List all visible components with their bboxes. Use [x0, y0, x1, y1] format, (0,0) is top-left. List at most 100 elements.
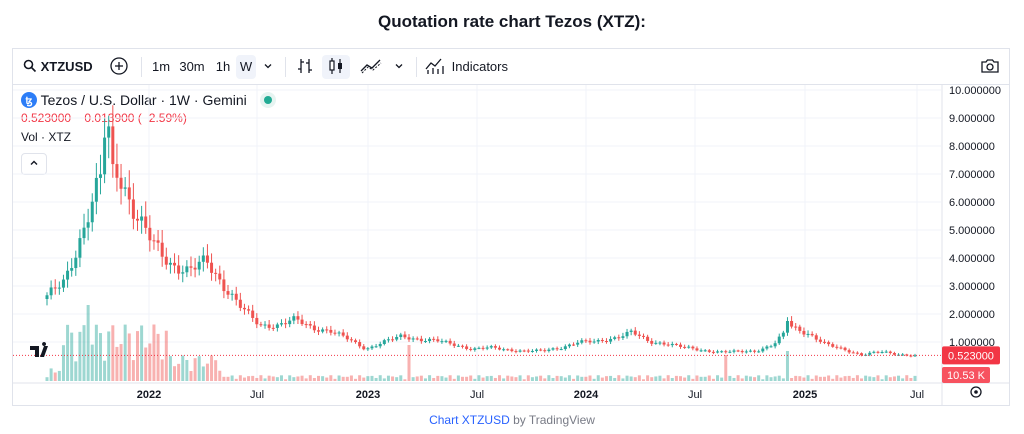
candle-body	[880, 351, 884, 353]
candle-body	[740, 351, 744, 353]
candle-body	[695, 348, 699, 351]
candle-body	[234, 293, 238, 300]
volume-bar	[333, 378, 337, 381]
candle-body	[637, 334, 641, 336]
volume-bar	[843, 376, 847, 381]
compare-symbol-button[interactable]	[109, 55, 129, 79]
candle-body	[370, 346, 374, 349]
candle-body	[148, 227, 152, 241]
candles-icon	[329, 58, 342, 74]
candle-body	[74, 257, 78, 269]
volume-bar	[407, 345, 411, 381]
candle-body	[308, 324, 312, 326]
candle-body	[621, 336, 625, 338]
candle-body	[304, 324, 308, 326]
toolbar-divider	[141, 57, 142, 77]
camera-icon	[981, 59, 999, 73]
candle-body	[255, 317, 259, 325]
price-tick-label: 1.000000	[949, 337, 995, 349]
candle-body	[567, 344, 571, 347]
volume-bar	[234, 378, 238, 381]
candle-body	[382, 340, 386, 344]
chart-type-dropdown[interactable]	[391, 55, 407, 79]
candle-body	[736, 350, 740, 352]
volume-bar	[214, 360, 218, 381]
volume-bar	[329, 375, 333, 381]
volume-bar	[300, 375, 304, 381]
bars-icon	[298, 59, 312, 73]
volume-bar	[777, 375, 781, 381]
attribution-text: by TradingView	[509, 413, 595, 427]
settings-gear-icon[interactable]	[970, 386, 982, 398]
volume-bar	[860, 378, 864, 381]
chart-symbol-link[interactable]: Chart XTZUSD	[429, 413, 510, 427]
candle-body	[345, 335, 349, 340]
candle-body	[395, 336, 399, 340]
volume-bar	[547, 375, 551, 381]
collapse-legend-button[interactable]	[21, 153, 47, 175]
volume-bar	[485, 376, 489, 381]
candle-body	[378, 343, 382, 347]
volume-bar	[621, 378, 625, 381]
volume-bar	[345, 376, 349, 381]
candle-body	[909, 355, 913, 357]
candle-body	[288, 320, 292, 325]
candle-body	[769, 346, 773, 348]
volume-bar	[687, 375, 691, 381]
candle-body	[662, 342, 666, 345]
tradingview-logo	[30, 342, 48, 357]
volume-bar	[164, 330, 168, 381]
volume-bar	[609, 375, 613, 381]
candles-style-button[interactable]	[322, 55, 350, 79]
candle-body	[827, 342, 831, 345]
candle-body	[140, 216, 144, 221]
candle-body	[321, 329, 325, 332]
volume-bar	[263, 378, 267, 381]
volume-bar	[349, 375, 353, 381]
candle-body	[588, 340, 592, 343]
interval-30m[interactable]: 30m	[179, 59, 205, 74]
candle-body	[78, 238, 82, 258]
volume-bar	[847, 375, 851, 381]
volume-bar	[522, 379, 526, 381]
candle-body	[839, 347, 843, 349]
candle-body	[177, 265, 181, 274]
price-chart[interactable]: 10.000000 9.000000 8.000000 7.000000 6.00000…	[13, 85, 1009, 405]
candle-body	[654, 342, 658, 344]
volume-bar	[362, 377, 366, 381]
interval-w[interactable]: W	[236, 55, 256, 79]
symbol-search-button[interactable]: XTZUSD	[23, 55, 93, 79]
bar-style-button[interactable]	[294, 55, 316, 79]
candle-body	[242, 307, 246, 310]
volume-bar	[679, 376, 683, 381]
candle-body	[115, 164, 119, 178]
volume-bar	[855, 375, 859, 381]
candle-body	[485, 347, 489, 349]
area-style-button[interactable]	[358, 55, 384, 79]
last-price-tag-label: 0.523000	[948, 350, 994, 362]
volume-bar	[378, 375, 382, 381]
volume-bar	[168, 356, 172, 381]
candle-body	[822, 341, 826, 343]
volume-bar	[535, 376, 539, 381]
interval-dropdown[interactable]	[260, 55, 276, 79]
candle-body	[362, 346, 366, 350]
snapshot-button[interactable]	[979, 55, 1001, 79]
volume-bar	[292, 377, 296, 381]
interval-1h[interactable]: 1h	[215, 59, 231, 74]
candle-body	[493, 346, 497, 348]
candle-body	[173, 262, 177, 266]
interval-1m[interactable]: 1m	[151, 59, 171, 74]
candle-body	[860, 353, 864, 356]
volume-bar	[662, 378, 666, 381]
volume-bar	[275, 377, 279, 381]
candle-body	[777, 336, 781, 344]
candle-body	[469, 348, 473, 350]
indicators-button[interactable]: Indicators	[425, 55, 508, 79]
volume-bar	[802, 377, 806, 381]
volume-bar	[572, 378, 576, 381]
volume-bar	[646, 375, 650, 381]
candle-body	[613, 337, 617, 339]
volume-bar	[905, 375, 909, 381]
candle-body	[489, 346, 493, 348]
